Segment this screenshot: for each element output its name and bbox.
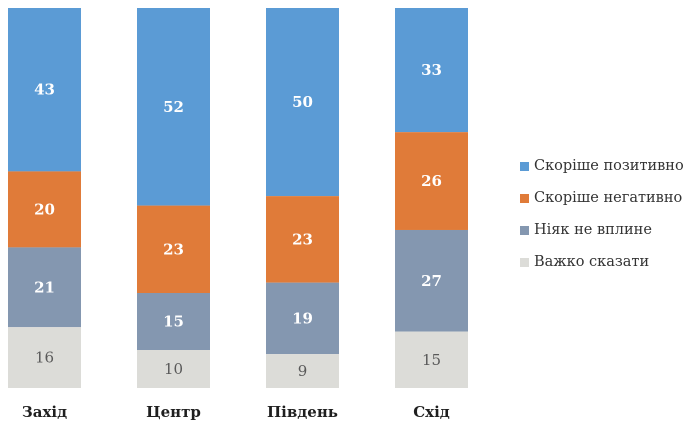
- legend-item-hard-to-say: Важко сказати: [520, 246, 684, 278]
- legend-swatch-no-effect: [520, 225, 529, 235]
- legend-item-negative: Скоріше негативно: [520, 182, 684, 214]
- legend-item-no-effect: Ніяк не вплине: [520, 214, 684, 246]
- data-label-no-effect: 15: [163, 313, 184, 331]
- legend-label-negative: Скоріше негативно: [534, 190, 683, 206]
- bar-segment-negative: [137, 205, 210, 293]
- bar-segment-negative: [8, 171, 81, 248]
- category-label: Схід: [413, 403, 450, 421]
- data-label-positive: 50: [292, 93, 313, 111]
- bar-segment-negative: [395, 132, 468, 230]
- bar-segment-hard-to-say: [395, 331, 468, 388]
- category-label: Південь: [267, 403, 338, 421]
- bar-segment-positive: [137, 8, 210, 206]
- bar-segment-positive: [395, 8, 468, 133]
- legend-label-hard-to-say: Важко сказати: [534, 254, 650, 270]
- data-label-hard-to-say: 9: [298, 362, 308, 380]
- data-label-negative: 20: [34, 200, 55, 218]
- bar-segment-hard-to-say: [137, 350, 210, 388]
- data-label-no-effect: 21: [34, 278, 55, 296]
- data-label-negative: 23: [292, 230, 313, 248]
- category-label: Центр: [146, 403, 201, 421]
- category-label: Захід: [22, 403, 67, 421]
- bar-segment-no-effect: [8, 247, 81, 328]
- legend-label-no-effect: Ніяк не вплине: [534, 222, 652, 238]
- legend-swatch-negative: [520, 193, 529, 203]
- legend-swatch-positive: [520, 161, 529, 171]
- legend: Скоріше позитивно Скоріше негативно Ніяк…: [520, 150, 684, 278]
- data-label-positive: 33: [421, 61, 442, 79]
- data-label-hard-to-say: 10: [164, 360, 183, 378]
- bar-segment-no-effect: [266, 282, 339, 355]
- data-label-negative: 23: [163, 240, 184, 258]
- bar-segment-no-effect: [137, 293, 210, 350]
- bar-segment-hard-to-say: [266, 354, 339, 388]
- data-label-positive: 43: [34, 81, 55, 99]
- data-label-negative: 26: [421, 172, 442, 190]
- legend-label-positive: Скоріше позитивно: [534, 158, 684, 174]
- bar-segment-positive: [8, 8, 81, 172]
- bar-segment-negative: [266, 196, 339, 283]
- data-label-positive: 52: [163, 98, 184, 116]
- legend-item-positive: Скоріше позитивно: [520, 150, 684, 182]
- data-label-no-effect: 27: [421, 272, 442, 290]
- bar-segment-hard-to-say: [8, 327, 81, 388]
- bar-segment-no-effect: [395, 229, 468, 332]
- bar-segment-positive: [266, 8, 339, 197]
- data-label-hard-to-say: 16: [35, 349, 54, 367]
- legend-swatch-hard-to-say: [520, 257, 529, 267]
- data-label-no-effect: 19: [292, 309, 313, 327]
- data-label-hard-to-say: 15: [422, 351, 441, 369]
